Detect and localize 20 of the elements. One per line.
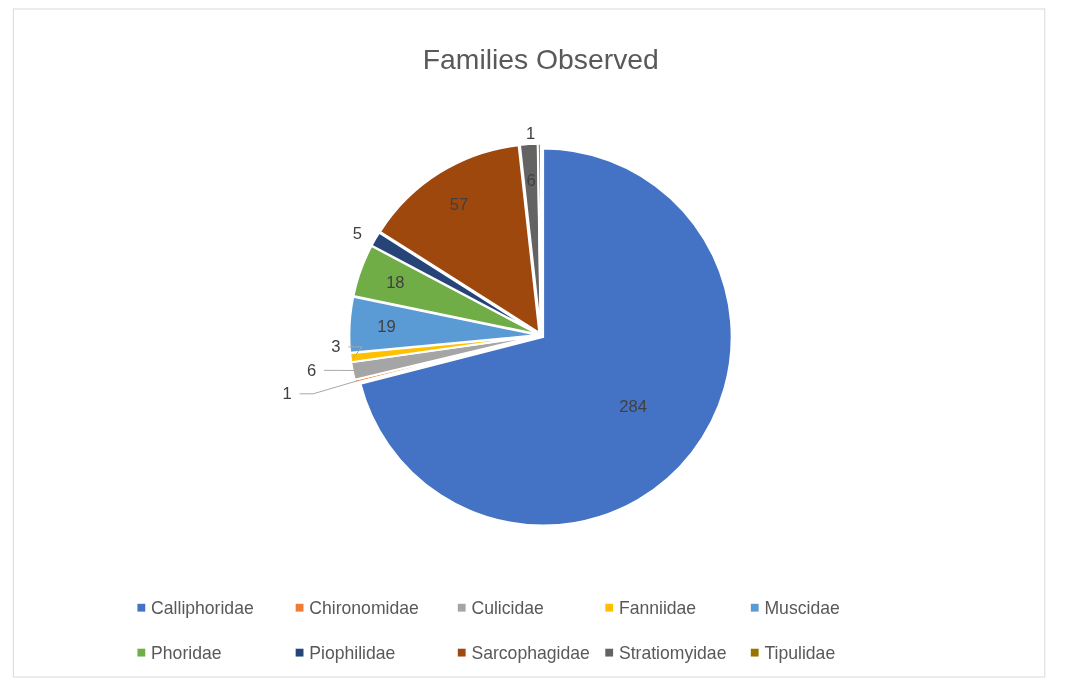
data-label: 19 xyxy=(377,317,396,337)
data-label: 57 xyxy=(449,194,469,214)
legend-label: Muscidae xyxy=(764,597,840,618)
data-label: 6 xyxy=(306,360,317,380)
legend-label: Chironomidae xyxy=(309,597,419,618)
data-label: 18 xyxy=(386,273,405,293)
legend-label: Piophilidae xyxy=(309,642,396,663)
legend-label: Phoridae xyxy=(151,642,222,663)
legend-label: Calliphoridae xyxy=(151,597,254,618)
data-label: 284 xyxy=(619,397,648,417)
data-label: 5 xyxy=(352,224,363,244)
data-label: 1 xyxy=(282,384,292,404)
legend-label: Fanniidae xyxy=(618,597,697,618)
data-label: 1 xyxy=(526,123,536,143)
legend-label: Stratiomyidae xyxy=(618,642,727,663)
legend-label: Culicidae xyxy=(471,597,544,618)
chart-title: Families Observed xyxy=(422,42,659,75)
legend-label: Sarcophagidae xyxy=(471,642,590,663)
legend-label: Tipulidae xyxy=(764,642,836,663)
data-label: 3 xyxy=(331,337,341,357)
